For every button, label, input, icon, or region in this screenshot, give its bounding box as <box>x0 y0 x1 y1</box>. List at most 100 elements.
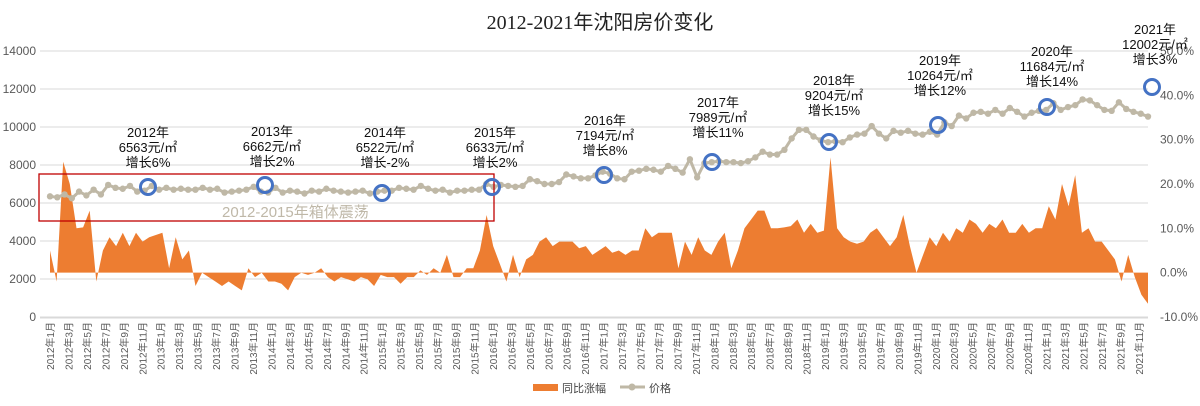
year-annotation-text: 11684元/㎡ <box>1020 59 1085 74</box>
year-annotation-text: 增长2% <box>250 154 295 169</box>
year-marker-circle <box>820 133 838 151</box>
year-marker-circle <box>1143 78 1161 96</box>
x-axis-tick: 2021年3月 <box>1059 322 1072 370</box>
x-axis-tick: 2015年5月 <box>413 322 426 370</box>
x-axis-tick: 2016年1月 <box>487 322 500 370</box>
x-axis-tick: 2021年11月 <box>1133 322 1146 375</box>
chart-title: 2012-2021年沈阳房价变化 <box>486 12 714 34</box>
x-axis-tick: 2015年3月 <box>395 322 408 370</box>
x-axis-tick: 2021年9月 <box>1114 322 1127 370</box>
right-axis: -10.0% 0.0% 10.0% 20.0% 30.0% 40.0% 50.0% <box>1160 44 1198 324</box>
x-axis-tick: 2013年1月 <box>155 322 168 370</box>
legend: 同比涨幅 价格 <box>533 381 671 395</box>
x-axis-tick: 2018年9月 <box>782 322 795 370</box>
x-axis-tick: 2020年3月 <box>948 322 961 370</box>
x-axis-tick: 2016年3月 <box>505 322 518 370</box>
year-annotation-text: 增长2% <box>473 155 518 170</box>
x-axis-tick: 2013年3月 <box>173 322 186 370</box>
year-annotation-text: 2020年 <box>1031 44 1073 59</box>
year-annotation-text: 增长6% <box>126 155 171 170</box>
year-marker-circle <box>256 176 274 194</box>
x-axis-tick: 2012年5月 <box>81 322 94 370</box>
left-axis: 0 2000 4000 6000 8000 10000 12000 14000 <box>3 44 37 324</box>
x-axis-tick: 2019年11月 <box>911 322 924 375</box>
x-axis-tick: 2018年3月 <box>727 322 740 370</box>
year-annotation-text: 2014年 <box>364 125 406 140</box>
year-annotation-text: 增长12% <box>914 83 966 98</box>
x-axis-tick: 2020年7月 <box>985 322 998 370</box>
year-annotation-text: 6522元/㎡ <box>356 140 415 155</box>
x-axis-tick: 2014年3月 <box>284 322 297 370</box>
x-axis-tick: 2014年1月 <box>265 322 278 370</box>
year-annotation-text: 增长15% <box>808 103 860 118</box>
x-axis-tick: 2020年11月 <box>1022 322 1035 375</box>
year-annotation-text: 增长11% <box>692 125 743 140</box>
x-axis-tick: 2021年7月 <box>1096 322 1109 370</box>
x-axis-tick: 2016年11月 <box>579 322 592 375</box>
x-axis-tick: 2015年9月 <box>450 322 463 370</box>
gridlines <box>40 50 1148 318</box>
x-axis-tick: 2020年5月 <box>967 322 980 370</box>
x-axis-tick: 2012年1月 <box>44 322 57 370</box>
consolidation-box-annotation: 2012-2015年箱体震荡 <box>38 173 495 222</box>
year-annotation-text: 增长3% <box>1133 52 1178 67</box>
x-axis-tick: 2013年9月 <box>229 322 242 370</box>
x-axis-tick: 2019年7月 <box>874 322 887 370</box>
year-marker-circle <box>139 178 157 196</box>
x-axis-tick: 2020年1月 <box>930 322 943 370</box>
year-annotation-text: 2019年 <box>919 53 961 68</box>
legend-line-label: 价格 <box>649 381 671 395</box>
year-annotation-text: 2017年 <box>697 95 739 110</box>
year-marker-circles <box>139 78 1161 202</box>
x-axis: 2012年1月 2012年3月 2012年5月 2012年7月 2012年9月 2012年… <box>40 317 1148 375</box>
legend-area-label: 同比涨幅 <box>562 382 606 395</box>
x-axis-tick: 2019年3月 <box>838 322 851 370</box>
year-annotation-text: 2021年 <box>1134 22 1176 37</box>
x-axis-tick: 2017年1月 <box>598 322 611 370</box>
year-annotation-text: 7989元/㎡ <box>689 110 748 125</box>
year-annotation-text: 2018年 <box>813 73 855 88</box>
x-axis-tick: 2017年7月 <box>653 322 666 370</box>
year-annotation-text: 增长-2% <box>360 155 410 170</box>
year-marker-circle <box>703 153 721 171</box>
year-annotation-text: 2012年 <box>127 125 169 140</box>
x-axis-tick: 2017年5月 <box>635 322 648 370</box>
left-axis-tick: 2000 <box>9 272 36 286</box>
x-axis-tick: 2021年1月 <box>1041 322 1054 370</box>
x-axis-tick: 2021年5月 <box>1077 322 1090 370</box>
left-axis-tick: 12000 <box>3 82 37 96</box>
right-axis-tick: 40.0% <box>1160 88 1194 102</box>
x-axis-tick: 2012年7月 <box>99 322 112 370</box>
year-marker-circle <box>929 116 947 134</box>
x-axis-tick: 2014年5月 <box>302 322 315 370</box>
right-axis-tick: 50.0% <box>1160 44 1194 58</box>
year-annotation-text: 6633元/㎡ <box>466 140 525 155</box>
x-axis-tick: 2017年9月 <box>671 322 684 370</box>
year-annotation-text: 6662元/㎡ <box>243 139 302 154</box>
x-axis-tick: 2013年11月 <box>247 322 260 375</box>
right-axis-tick: 30.0% <box>1160 133 1194 147</box>
x-axis-tick: 2015年1月 <box>376 322 389 370</box>
left-axis-tick: 6000 <box>9 196 36 210</box>
x-axis-tick: 2019年1月 <box>819 322 832 370</box>
x-axis-tick: 2016年5月 <box>524 322 537 370</box>
x-axis-tick: 2019年5月 <box>856 322 869 370</box>
x-axis-tick: 2017年3月 <box>616 322 629 370</box>
year-annotation-text: 9204元/㎡ <box>805 88 864 103</box>
year-annotation-text: 2013年 <box>251 124 293 139</box>
x-axis-tick: 2018年1月 <box>708 322 721 370</box>
year-marker-circle <box>373 184 391 202</box>
x-axis-tick: 2016年9月 <box>561 322 574 370</box>
year-annotation-text: 2015年 <box>474 125 516 140</box>
x-axis-tick: 2014年9月 <box>339 322 352 370</box>
yoy-growth-area-series <box>50 157 1148 304</box>
x-axis-tick: 2015年7月 <box>432 322 445 370</box>
year-annotation-text: 7194元/㎡ <box>576 128 635 143</box>
box-annotation-label: 2012-2015年箱体震荡 <box>222 204 369 221</box>
x-axis-tick: 2014年7月 <box>321 322 334 370</box>
x-axis-tick: 2013年5月 <box>192 322 205 370</box>
year-marker-circle <box>1038 98 1056 116</box>
x-axis-tick: 2014年11月 <box>358 322 371 375</box>
year-annotation-text: 10264元/㎡ <box>907 68 973 83</box>
